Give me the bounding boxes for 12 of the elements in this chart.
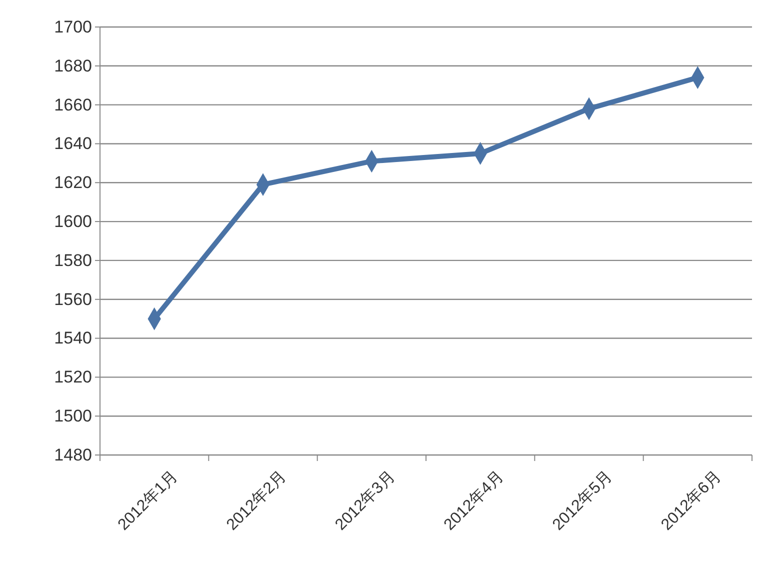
y-tick-label: 1560 — [54, 290, 92, 309]
y-tick-label: 1620 — [54, 173, 92, 192]
y-tick-label: 1680 — [54, 56, 92, 76]
y-tick-label: 1480 — [54, 445, 92, 464]
y-tick-label: 1640 — [54, 134, 92, 154]
y-tick-label: 1540 — [54, 328, 92, 348]
y-tick-label: 1580 — [54, 250, 92, 270]
y-tick-label: 1700 — [54, 17, 92, 36]
y-tick-label: 1500 — [54, 406, 92, 426]
y-tick-label: 1660 — [54, 95, 92, 114]
y-tick-label: 1520 — [54, 368, 92, 387]
y-tick-label: 1600 — [54, 212, 92, 231]
